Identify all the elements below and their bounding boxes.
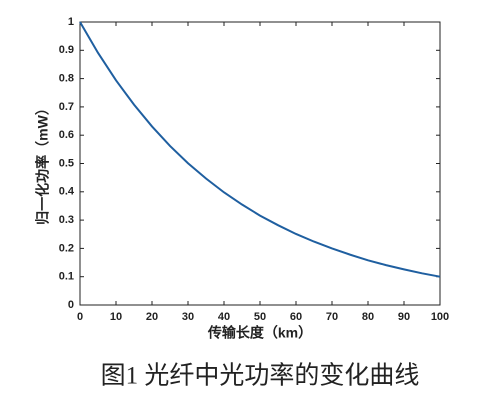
y-tick-label: 0.6	[59, 129, 74, 141]
x-tick-label: 70	[326, 311, 338, 323]
y-tick-label: 0.2	[59, 242, 74, 254]
y-tick-label: 1	[68, 16, 74, 28]
y-tick-label: 0	[68, 299, 74, 311]
x-tick-label: 100	[431, 311, 449, 323]
y-tick-label: 0.3	[59, 214, 74, 226]
y-axis-label: 归一化功率（mW）	[35, 101, 51, 225]
x-tick-label: 20	[146, 311, 158, 323]
y-tick-label: 0.1	[59, 271, 74, 283]
x-tick-label: 80	[362, 311, 374, 323]
y-tick-label: 0.8	[59, 73, 74, 85]
x-tick-label: 60	[290, 311, 302, 323]
x-tick-label: 30	[182, 311, 194, 323]
y-tick-label: 0.9	[59, 44, 74, 56]
data-line	[79, 21, 441, 278]
y-tick-label: 0.5	[59, 157, 74, 169]
x-tick-label: 40	[218, 311, 230, 323]
x-axis-label: 传输长度（km）	[207, 325, 312, 341]
x-tick-label: 90	[398, 311, 410, 323]
figure-caption: 图1 光纤中光功率的变化曲线	[101, 362, 420, 390]
plot-frame	[79, 21, 441, 306]
x-tick-label: 0	[77, 311, 83, 323]
y-tick-label: 0.4	[59, 186, 75, 198]
y-tick-label: 0.7	[59, 101, 74, 113]
x-tick-label: 10	[110, 311, 122, 323]
x-tick-label: 50	[254, 311, 266, 323]
